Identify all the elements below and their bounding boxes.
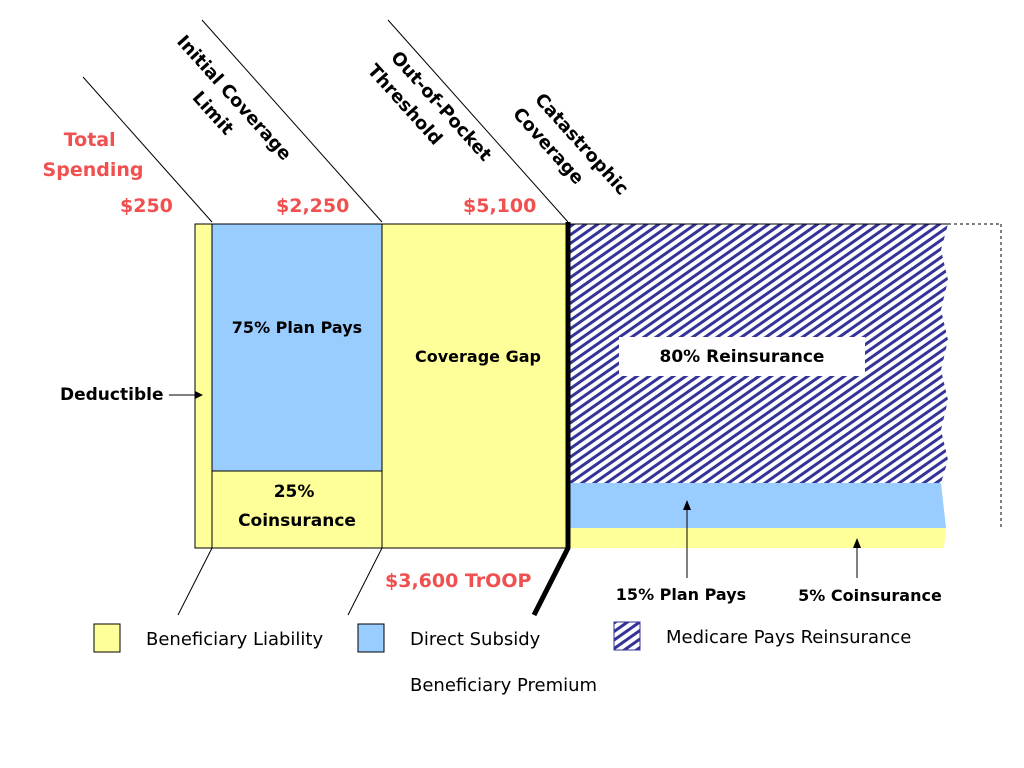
out-of-pocket-label: Out-of-Pocket Threshold [363,43,500,188]
legend-swatch-beneficiary [93,623,121,653]
plan-pays-75-label: 75% Plan Pays [232,318,362,337]
legend-swatch-reinsurance [613,621,641,651]
troop-amount: $3,600 TrOOP [385,570,531,592]
initial-limit-amount: $2,250 [276,195,349,217]
coverage-gap-label: Coverage Gap [415,347,541,366]
reinsurance-label-box [619,337,865,376]
total-spending-label: Total Spending [43,129,144,181]
coinsurance-5-arrow-head [853,538,861,548]
initial-coverage-lower-line [177,547,213,616]
legend-medicare-reinsurance: Medicare Pays Reinsurance [666,627,911,648]
coverage-gap-lower-line [347,547,383,616]
plan-pays-75-segment [211,223,383,472]
coverage-gap-segment [381,223,569,549]
coinsurance-25-label: 25% Coinsurance [238,482,356,531]
legend-beneficiary-premium: Beneficiary Premium [410,675,597,696]
plan-pays-15-label: 15% Plan Pays [616,585,746,604]
initial-coverage-divider [201,19,383,223]
out-of-pocket-divider [387,19,569,223]
deductible-label: Deductible [60,385,163,405]
plan-pays-15-arrow-head [683,500,691,510]
plan-pays-15-segment [568,483,946,528]
coinsurance-5-label: 5% Coinsurance [798,586,942,605]
deductible-amount: $250 [120,195,173,217]
legend-swatch-subsidy [357,623,385,653]
legend-beneficiary-liability: Beneficiary Liability [146,629,323,650]
reinsurance-80-label: 80% Reinsurance [660,347,825,367]
deductible-segment [194,223,213,549]
total-spending-divider [82,76,213,223]
legend-direct-subsidy: Direct Subsidy [410,629,541,650]
threshold-amount: $5,100 [463,195,536,217]
coinsurance-5-segment [568,528,946,548]
initial-coverage-label: Initial Coverage Limit [153,31,300,187]
troop-threshold-line [531,222,571,617]
deductible-arrow-head [195,391,203,399]
